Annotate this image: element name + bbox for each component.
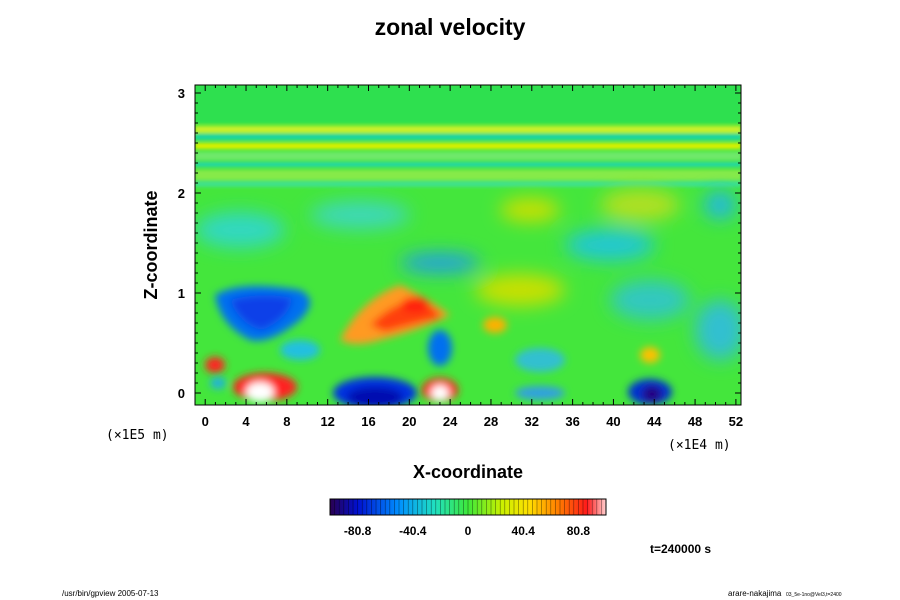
colorbar-ticks: -80.8 -40.4 0 40.4 80.8 xyxy=(344,524,590,538)
x-tick-label: 16 xyxy=(361,414,375,429)
x-axis-ticks: 0 4 8 12 16 20 24 28 32 36 40 44 48 52 xyxy=(194,85,743,429)
x-tick-label: 48 xyxy=(688,414,702,429)
x-tick-label: 0 xyxy=(202,414,209,429)
x-tick-label: 28 xyxy=(484,414,498,429)
y-tick-label: 0 xyxy=(178,386,185,401)
y-tick-label: 1 xyxy=(178,286,185,301)
colorbar-tick-label: 40.4 xyxy=(512,524,536,538)
x-tick-label: 36 xyxy=(565,414,579,429)
x-tick-label: 12 xyxy=(320,414,334,429)
x-tick-label: 40 xyxy=(606,414,620,429)
y-axis-ticks: 0 1 2 3 xyxy=(178,86,741,401)
y-tick-label: 2 xyxy=(178,186,185,201)
heatmap-field xyxy=(195,85,741,405)
footer-right: arare-nakajima xyxy=(728,589,782,598)
colorbar-tick-label: 0 xyxy=(465,524,472,538)
y-axis-label: Z-coordinate xyxy=(141,190,161,299)
plot-frame xyxy=(194,84,742,406)
y-tick-label: 3 xyxy=(178,86,185,101)
footer-right-sub: 03_5e-1no@Vel3,t=2400 xyxy=(786,592,842,598)
colorbar-tick-label: -80.8 xyxy=(344,524,372,538)
footer-left: /usr/bin/gpview 2005-07-13 xyxy=(62,589,159,598)
colorbar-tick-label: 80.8 xyxy=(567,524,591,538)
colorbar-lines xyxy=(334,499,602,515)
x-scale-label: (×1E4 m) xyxy=(668,438,731,453)
x-tick-label: 4 xyxy=(242,414,250,429)
x-tick-label: 52 xyxy=(729,414,743,429)
chart-title: zonal velocity xyxy=(374,14,526,40)
time-label: t=240000 s xyxy=(650,542,711,556)
x-tick-label: 8 xyxy=(283,414,290,429)
x-tick-label: 44 xyxy=(647,414,662,429)
x-tick-label: 24 xyxy=(443,414,458,429)
x-tick-label: 32 xyxy=(525,414,539,429)
colorbar-tick-label: -40.4 xyxy=(399,524,427,538)
y-scale-label: (×1E5 m) xyxy=(106,428,169,443)
x-axis-label: X-coordinate xyxy=(413,462,523,482)
x-tick-label: 20 xyxy=(402,414,416,429)
